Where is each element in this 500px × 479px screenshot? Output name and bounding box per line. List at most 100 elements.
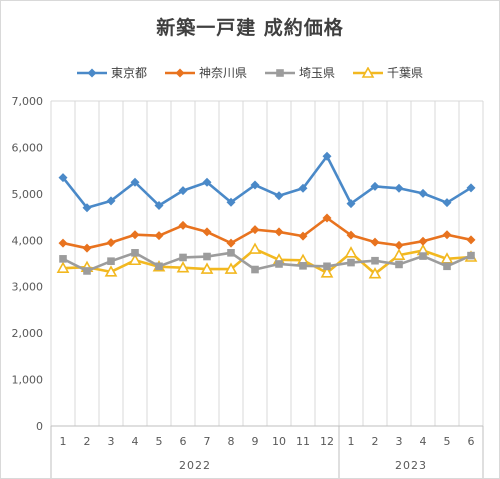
data-point: [107, 257, 115, 265]
data-point: [466, 183, 476, 193]
x-tick-label: 2: [372, 435, 379, 448]
data-point: [298, 183, 308, 193]
data-point: [58, 238, 68, 248]
data-point: [106, 196, 116, 206]
series-line: [62, 251, 472, 273]
data-point: [418, 188, 428, 198]
x-tick-label: 4: [132, 435, 139, 448]
data-point: [106, 238, 116, 248]
data-point: [179, 253, 187, 262]
y-tick-label: 7,000: [12, 95, 44, 108]
data-point: [346, 230, 356, 240]
chart-title: 新築一戸建 成約価格: [156, 17, 344, 39]
y-tick-label: 2,000: [12, 327, 44, 340]
year-label: 2022: [179, 459, 211, 472]
data-point: [298, 231, 308, 241]
data-point: [202, 177, 212, 187]
data-point: [154, 200, 164, 210]
data-point: [442, 198, 452, 208]
legend-label: 埼玉県: [299, 66, 336, 80]
x-tick-label: 12: [320, 435, 334, 448]
data-point: [346, 199, 356, 209]
data-point: [250, 180, 260, 190]
legend-swatch: [76, 68, 107, 77]
legend-item: 神奈川県: [164, 64, 247, 81]
series-line: [62, 216, 472, 250]
y-tick-label: 6,000: [12, 141, 44, 154]
x-tick-label: 10: [272, 435, 286, 448]
x-tick-label: 11: [296, 435, 310, 448]
data-point: [368, 267, 382, 279]
data-point: [176, 261, 190, 273]
data-point: [178, 220, 188, 230]
data-point: [155, 262, 163, 271]
data-point: [443, 262, 451, 271]
legend-swatch: [164, 68, 195, 77]
legend-label: 千葉県: [387, 66, 424, 80]
legend-label: 東京都: [110, 66, 147, 80]
year-label: 2023: [395, 459, 427, 472]
data-point: [200, 262, 214, 274]
data-point: [466, 235, 476, 245]
legend-item: 埼玉県: [265, 64, 335, 81]
x-tick-label: 2: [84, 435, 91, 448]
data-point: [154, 231, 164, 241]
data-point: [83, 267, 91, 275]
legend-swatch: [353, 66, 384, 78]
data-point: [347, 258, 355, 267]
data-point: [224, 262, 238, 274]
data-point: [130, 230, 140, 240]
y-tick-label: 3,000: [12, 281, 44, 294]
data-point: [370, 181, 380, 191]
data-point: [299, 262, 307, 270]
data-point: [104, 265, 118, 277]
data-point: [58, 173, 68, 183]
data-point: [250, 225, 260, 235]
data-point: [203, 252, 211, 261]
x-tick-label: 6: [468, 435, 475, 448]
data-point: [128, 253, 142, 266]
x-tick-label: 1: [60, 435, 67, 448]
data-point: [248, 242, 262, 254]
data-point: [395, 260, 403, 269]
data-point: [226, 197, 236, 207]
x-tick-label: 5: [444, 435, 451, 448]
data-point: [418, 236, 428, 246]
data-point: [130, 177, 140, 187]
data-point: [323, 262, 331, 271]
data-point: [320, 266, 334, 278]
legend-swatch: [265, 68, 295, 77]
data-point: [394, 240, 404, 250]
data-point: [226, 238, 236, 248]
data-point: [370, 237, 380, 247]
data-point: [392, 248, 406, 260]
chart-legend: 東京都 神奈川県 埼玉県 千葉県: [0, 64, 500, 81]
data-point: [82, 243, 92, 253]
data-point: [251, 265, 259, 274]
x-tick-label: 9: [252, 435, 259, 448]
data-point: [56, 261, 70, 273]
x-tick-label: 3: [396, 435, 403, 448]
data-point: [344, 246, 358, 258]
series-line: [61, 154, 472, 210]
data-point: [419, 252, 427, 260]
x-tick-label: 4: [420, 435, 427, 448]
data-point: [275, 260, 283, 268]
data-point: [82, 203, 92, 213]
legend-label: 神奈川県: [198, 66, 247, 80]
data-point: [274, 227, 284, 237]
data-point: [442, 230, 452, 240]
data-point: [59, 255, 67, 263]
data-point: [227, 249, 235, 257]
y-tick-label: 5,000: [12, 188, 44, 201]
x-tick-label: 6: [180, 435, 187, 448]
x-tick-label: 5: [156, 435, 163, 448]
x-tick-label: 7: [204, 435, 211, 448]
data-point: [202, 227, 212, 237]
data-point: [467, 251, 475, 260]
data-point: [131, 249, 139, 257]
y-tick-label: 0: [36, 420, 43, 433]
y-tick-label: 4,000: [12, 234, 44, 247]
